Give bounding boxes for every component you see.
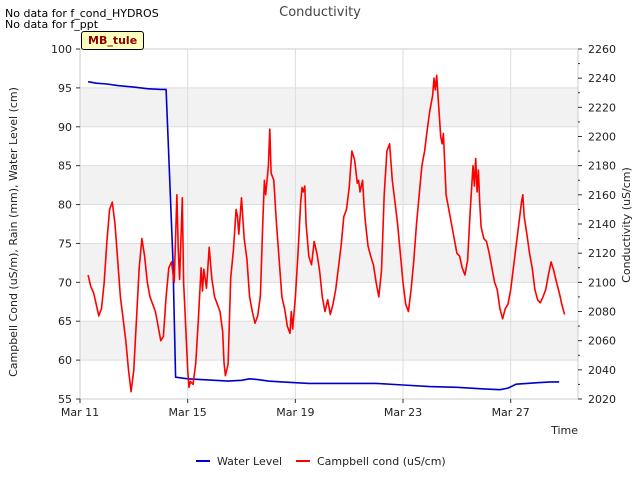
no-data-note-hydros: No data for f_cond_HYDROS — [5, 7, 159, 20]
left-y-axis-label: Campbell Cond (uS/m), Rain (mm), Water L… — [7, 87, 20, 377]
site-tag: MB_tule — [81, 31, 145, 50]
no-data-note-ppt: No data for f_ppt — [5, 18, 99, 31]
band-60 — [80, 321, 578, 361]
band-85 — [80, 126, 578, 166]
band-55 — [80, 360, 578, 399]
right-tick-label: 2260 — [588, 43, 616, 56]
series-line-campbell-cond — [87, 74, 566, 393]
left-tick-label: 60 — [58, 354, 72, 367]
right-tick-label: 2060 — [588, 335, 616, 348]
left-tick-label: 80 — [58, 199, 72, 212]
x-tick-label: Mar 15 — [169, 406, 207, 419]
left-tick-label: 85 — [58, 160, 72, 173]
x-tick-label: Mar 23 — [384, 406, 422, 419]
series-layer — [87, 74, 566, 393]
left-y-axis: 55 60 65 70 75 80 85 90 95 100 — [51, 43, 80, 406]
left-tick-label: 75 — [58, 237, 72, 250]
left-tick-label: 70 — [58, 276, 72, 289]
right-tick-label: 2020 — [588, 393, 616, 406]
right-tick-label: 2200 — [588, 131, 616, 144]
right-tick-label: 2240 — [588, 72, 616, 85]
right-tick-label: 2080 — [588, 306, 616, 319]
right-tick-label: 2160 — [588, 189, 616, 202]
x-axis-label: Time — [550, 424, 578, 437]
right-y-axis-label: Conductivity (uS/cm) — [620, 167, 633, 283]
left-tick-label: 90 — [58, 121, 72, 134]
right-tick-label: 2100 — [588, 276, 616, 289]
legend-label-campbell-cond: Campbell cond (uS/cm) — [317, 455, 446, 468]
x-tick-label: Mar 27 — [492, 406, 530, 419]
legend-label-water-level: Water Level — [217, 455, 282, 468]
x-axis: Mar 11 Mar 15 Mar 19 Mar 23 Mar 27 — [61, 399, 530, 419]
band-75 — [80, 204, 578, 244]
x-tick-label: Mar 19 — [276, 406, 314, 419]
band-65 — [80, 282, 578, 322]
chart-title: Conductivity — [279, 5, 361, 20]
right-tick-label: 2140 — [588, 218, 616, 231]
x-tick-label: Mar 11 — [61, 406, 99, 419]
left-tick-label: 65 — [58, 315, 72, 328]
right-tick-label: 2180 — [588, 160, 616, 173]
left-tick-label: 95 — [58, 82, 72, 95]
right-y-axis: 2020 2040 2060 2080 2100 2120 2140 2160 2180 2200… — [578, 43, 616, 406]
band-95 — [80, 49, 578, 88]
legend: Water Level Campbell cond (uS/cm) — [196, 455, 446, 468]
left-tick-label: 100 — [51, 43, 72, 56]
left-tick-label: 55 — [58, 393, 72, 406]
band-90 — [80, 87, 578, 127]
series-line-water-level — [87, 80, 560, 391]
plot-background-bands — [80, 49, 578, 399]
band-70 — [80, 243, 578, 283]
right-tick-label: 2220 — [588, 101, 616, 114]
band-80 — [80, 165, 578, 205]
right-tick-label: 2040 — [588, 364, 616, 377]
right-tick-label: 2120 — [588, 247, 616, 260]
